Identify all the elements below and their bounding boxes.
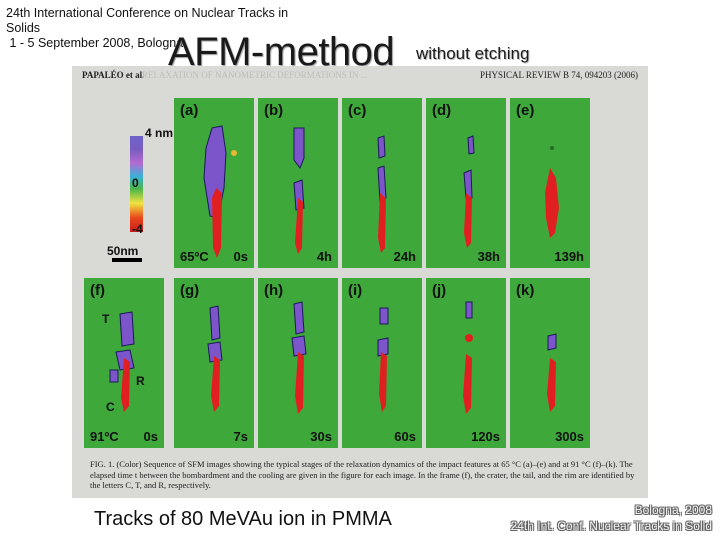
panel-label: (d) <box>432 102 452 119</box>
crater-marker: C <box>106 400 115 414</box>
afm-image-d <box>463 135 475 248</box>
panel-time: 300s <box>555 429 584 444</box>
figure-header: PAPALÉO et al. RELAXATION OF NANOMETRIC … <box>72 68 648 82</box>
journal-figure: PAPALÉO et al. RELAXATION OF NANOMETRIC … <box>72 66 648 498</box>
panel-label: (a) <box>180 102 199 119</box>
panel-label: (g) <box>180 282 200 299</box>
panel-label: (e) <box>516 102 535 119</box>
afm-panel-a: (a) 65ºC 0s <box>174 98 254 268</box>
conference-info: 24th International Conference on Nuclear… <box>6 6 346 51</box>
afm-image-f <box>109 311 135 412</box>
conference-line-2: Solids <box>6 21 41 35</box>
panel-time: 30s <box>310 429 332 444</box>
panel-temperature: 65ºC <box>180 249 209 264</box>
panel-time: 38h <box>477 249 500 264</box>
tail-marker: T <box>102 312 110 326</box>
panel-label: (h) <box>264 282 284 299</box>
colorbar-top-label: 4 nm <box>145 126 174 140</box>
height-colorbar <box>130 136 143 232</box>
panel-time: 4h <box>316 249 332 264</box>
colorbar-bottom-label: -4 <box>132 222 143 236</box>
panel-time: 0s <box>143 429 158 444</box>
afm-panel-e: (e) 139h <box>510 98 590 268</box>
panel-time: 24h <box>393 249 416 264</box>
slide-footer-caption: Tracks of 80 MeVAu ion in PMMA <box>94 508 392 530</box>
figure-caption: FIG. 1. (Color) Sequence of SFM images s… <box>90 459 635 490</box>
panel-temperature: 91ºC <box>90 429 119 444</box>
footer-conference: 24th Int. Conf. Nuclear Tracks in Solid <box>510 519 712 533</box>
afm-panel-f: (f) T R C 91ºC 0s <box>84 278 164 448</box>
author-label: PAPALÉO et al. <box>82 70 145 80</box>
panel-label: (c) <box>348 102 367 119</box>
afm-panel-i: (i) 60s <box>342 278 422 448</box>
afm-image-e <box>545 146 559 238</box>
conference-line-3: 1 - 5 September 2008, Bologna <box>6 36 184 50</box>
scale-bar <box>112 258 142 262</box>
panel-label: (j) <box>432 282 447 299</box>
afm-panel-c: (c) 24h <box>342 98 422 268</box>
panel-label: (b) <box>264 102 284 119</box>
panel-time: 139h <box>554 249 584 264</box>
rim-marker: R <box>136 374 145 388</box>
afm-panel-g: (g) 7s <box>174 278 254 448</box>
panel-label: (i) <box>348 282 363 299</box>
afm-image-a <box>203 125 237 258</box>
afm-image-j <box>463 301 473 414</box>
panel-time: 120s <box>471 429 500 444</box>
ghost-header-text: RELAXATION OF NANOMETRIC DEFORMATIONS IN… <box>142 70 368 80</box>
colorbar-mid-label: 0 <box>132 176 139 190</box>
slide-subtitle: without etching <box>416 44 530 63</box>
afm-image-k <box>547 333 557 412</box>
panel-label: (k) <box>516 282 535 299</box>
afm-panel-k: (k) 300s <box>510 278 590 448</box>
journal-reference: PHYSICAL REVIEW B 74, 094203 (2006) <box>480 70 638 80</box>
panel-time: 60s <box>394 429 416 444</box>
panel-time: 0s <box>233 249 248 264</box>
afm-panel-b: (b) 4h <box>258 98 338 268</box>
afm-image-b <box>293 127 305 254</box>
afm-image-h <box>291 301 307 414</box>
afm-panel-h: (h) 30s <box>258 278 338 448</box>
panel-time: 7s <box>233 429 248 444</box>
afm-image-i <box>377 307 389 412</box>
afm-panel-d: (d) 38h <box>426 98 506 268</box>
conference-line-1: 24th International Conference on Nuclear… <box>6 6 289 20</box>
footer-location: Bologna, 2008 <box>634 503 712 517</box>
scale-bar-label: 50nm <box>107 244 139 258</box>
panel-label: (f) <box>90 282 105 299</box>
afm-image-g <box>207 305 223 412</box>
afm-image-c <box>377 135 387 253</box>
slide-footer-info: Bologna, 2008 24th Int. Conf. Nuclear Tr… <box>511 502 712 534</box>
afm-panel-j: (j) 120s <box>426 278 506 448</box>
